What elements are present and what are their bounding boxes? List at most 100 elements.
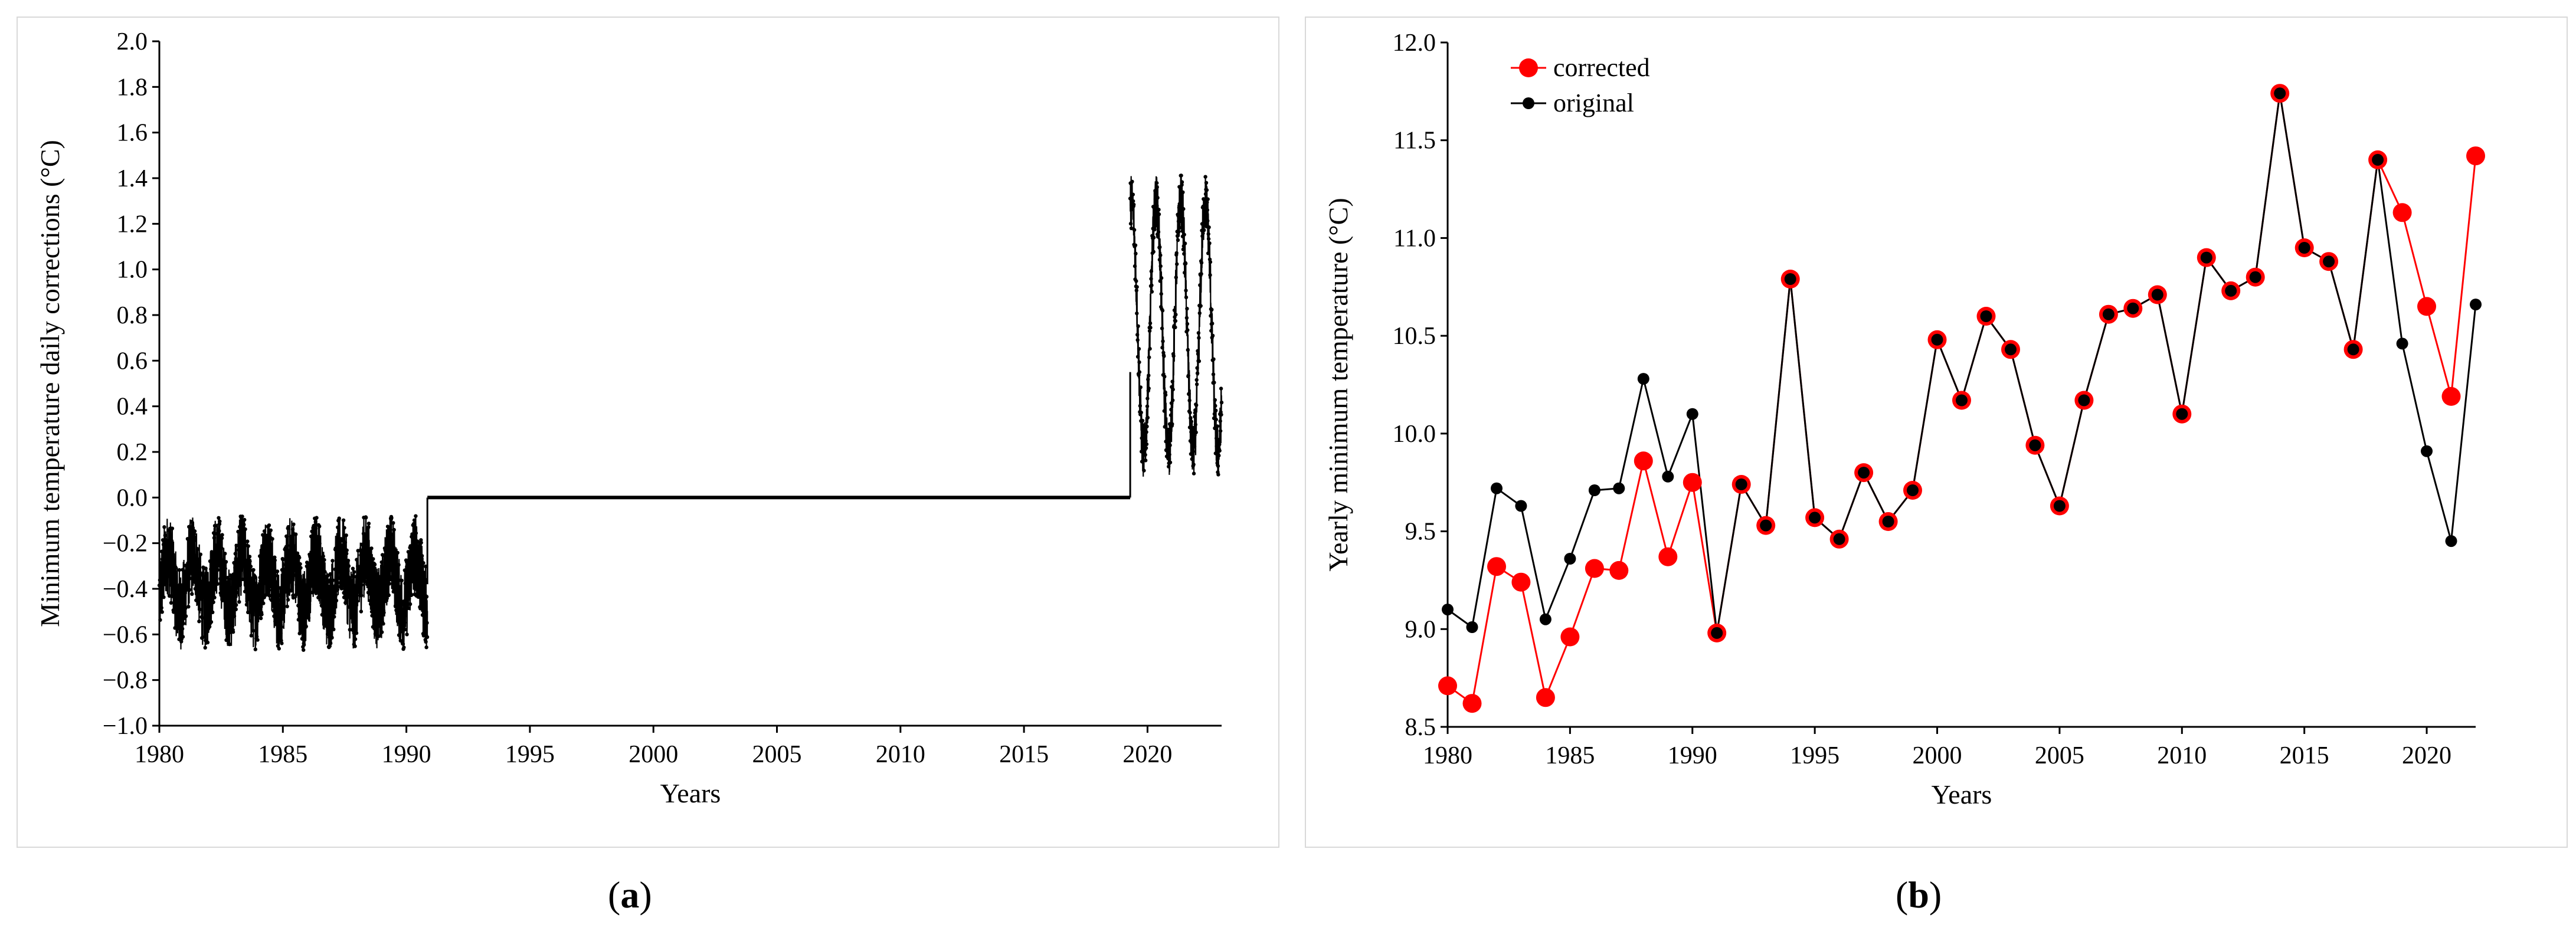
correction-point <box>1209 314 1213 318</box>
correction-point <box>292 546 296 550</box>
y-tick-label: 12.0 <box>1393 29 1436 57</box>
original-point <box>1637 373 1649 385</box>
correction-point <box>250 589 254 594</box>
correction-point <box>1215 444 1219 448</box>
correction-point <box>353 637 358 641</box>
correction-point <box>333 593 338 598</box>
correction-point <box>251 568 256 572</box>
correction-point <box>1183 241 1187 245</box>
original-point <box>2078 394 2090 407</box>
correction-point <box>346 591 351 595</box>
correction-point <box>405 585 410 589</box>
correction-point <box>342 591 346 595</box>
correction-point <box>211 600 215 604</box>
y-tick-label: 1.2 <box>117 211 148 238</box>
correction-point <box>333 567 337 572</box>
corrected-point <box>1609 560 1629 580</box>
correction-point <box>1154 223 1159 228</box>
correction-point <box>269 563 273 568</box>
correction-point <box>397 563 401 567</box>
correction-point <box>230 619 234 624</box>
correction-point <box>237 548 241 552</box>
correction-point <box>354 631 359 635</box>
correction-point <box>222 592 227 596</box>
correction-point <box>267 523 271 527</box>
correction-point <box>277 647 281 651</box>
correction-point <box>163 533 167 537</box>
correction-point <box>261 601 266 605</box>
correction-point <box>412 518 417 522</box>
y-tick-label: −1.0 <box>103 713 148 740</box>
correction-point <box>404 560 409 564</box>
correction-point <box>369 553 373 558</box>
correction-point <box>418 578 423 582</box>
correction-point <box>207 611 211 615</box>
correction-point <box>261 560 266 565</box>
correction-point <box>1132 202 1136 206</box>
correction-point <box>408 602 413 607</box>
correction-point <box>1157 258 1162 262</box>
correction-point <box>375 584 379 588</box>
correction-point <box>159 568 163 572</box>
correction-point <box>394 556 398 560</box>
x-tick-label: 2010 <box>2157 742 2207 769</box>
correction-point <box>296 604 300 608</box>
correction-point <box>342 595 346 599</box>
correction-point <box>381 622 385 626</box>
correction-point <box>225 611 229 615</box>
correction-point <box>238 558 243 562</box>
correction-point <box>181 635 185 639</box>
correction-point <box>281 558 285 562</box>
correction-point <box>298 562 302 566</box>
original-point <box>1662 470 1674 483</box>
correction-point <box>295 590 299 594</box>
correction-point <box>229 595 233 599</box>
correction-point <box>178 609 182 614</box>
correction-point <box>420 604 424 609</box>
correction-point <box>339 586 343 591</box>
correction-point <box>192 529 197 533</box>
correction-point <box>334 598 339 603</box>
original-point <box>2445 535 2457 548</box>
correction-point <box>255 608 260 613</box>
correction-point <box>297 556 302 560</box>
correction-point <box>275 569 280 573</box>
correction-point <box>1172 308 1177 312</box>
original-point <box>1442 604 1454 616</box>
correction-point <box>1197 311 1202 315</box>
correction-point <box>1157 212 1161 217</box>
y-tick-label: 9.5 <box>1405 519 1436 546</box>
correction-point <box>181 568 185 572</box>
correction-point <box>1219 401 1224 405</box>
correction-point <box>302 642 306 647</box>
y-tick-label: 11.5 <box>1393 127 1436 155</box>
correction-point <box>220 546 224 550</box>
correction-point <box>373 627 377 631</box>
correction-point <box>204 566 208 571</box>
correction-point <box>1199 271 1203 276</box>
corrected-point <box>2466 146 2485 166</box>
correction-point <box>1206 197 1210 201</box>
correction-point <box>254 634 259 639</box>
correction-point <box>1163 375 1167 379</box>
correction-point <box>1147 373 1151 378</box>
correction-point <box>284 565 289 569</box>
correction-point <box>217 516 221 520</box>
correction-point <box>386 555 390 559</box>
correction-point <box>230 576 234 581</box>
correction-point <box>260 612 264 617</box>
correction-point <box>285 578 289 582</box>
correction-point <box>1168 460 1173 464</box>
original-point <box>1588 484 1600 496</box>
correction-point <box>278 614 282 618</box>
correction-point <box>1158 279 1163 283</box>
correction-point <box>1203 175 1207 179</box>
correction-point <box>1155 181 1159 185</box>
correction-point <box>1131 192 1135 196</box>
correction-point <box>1145 424 1149 429</box>
correction-point <box>1182 232 1186 237</box>
correction-point <box>274 604 279 609</box>
correction-point <box>277 598 281 602</box>
correction-point <box>332 615 336 619</box>
correction-point <box>1168 443 1172 447</box>
